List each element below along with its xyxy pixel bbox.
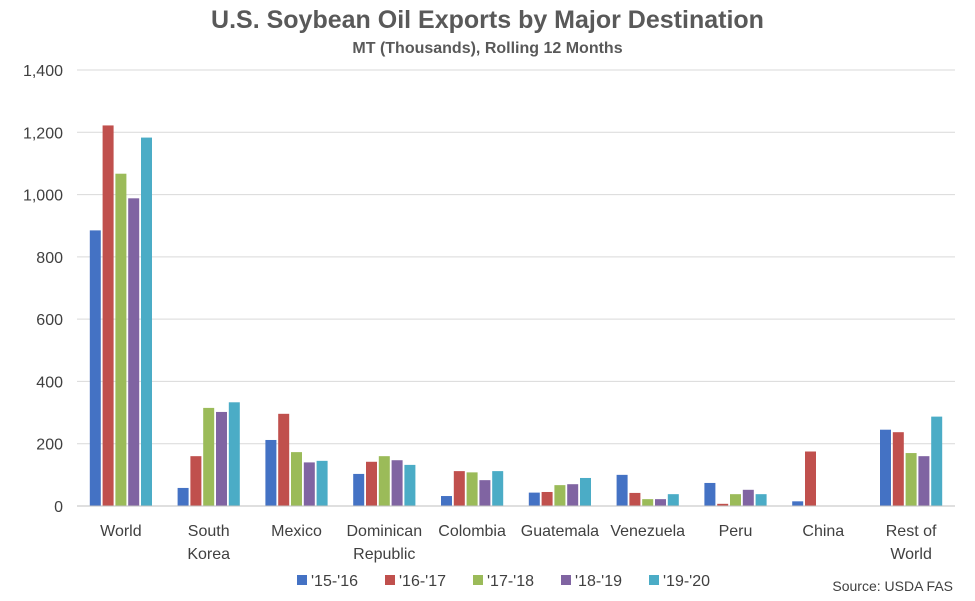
legend-label: '19-'20	[663, 573, 710, 590]
y-tick-label: 600	[36, 312, 63, 329]
x-tick-label: China	[802, 523, 844, 540]
legend-label: '17-'18	[487, 573, 534, 590]
bar	[892, 432, 904, 506]
bar	[931, 416, 943, 506]
bar	[353, 473, 365, 506]
x-tick-label: Dominican	[347, 523, 423, 540]
x-tick-label: Rest of	[886, 523, 937, 540]
bar	[492, 471, 504, 506]
bar	[453, 471, 465, 506]
legend-label: '16-'17	[399, 573, 446, 590]
legend-swatch	[473, 575, 483, 585]
y-tick-label: 1,000	[23, 188, 63, 205]
bar	[667, 494, 679, 506]
bar	[730, 494, 741, 506]
x-tick-label: Mexico	[271, 523, 322, 540]
bar	[303, 462, 315, 506]
x-tick-label: Peru	[719, 523, 753, 540]
x-tick-label: Venezuela	[610, 523, 685, 540]
bar	[792, 501, 804, 506]
bar	[880, 429, 891, 506]
y-tick-label: 400	[36, 374, 63, 391]
legend-swatch	[385, 575, 395, 585]
x-tick-label: Korea	[187, 546, 230, 563]
bar	[228, 402, 240, 506]
bar	[265, 439, 277, 506]
bar	[404, 464, 416, 506]
bar	[655, 499, 666, 506]
legend-label: '15-'16	[311, 573, 358, 590]
bar	[177, 487, 189, 506]
bar	[291, 452, 302, 506]
y-tick-label: 1,200	[23, 125, 63, 142]
legend-label: '18-'19	[575, 573, 622, 590]
bar	[466, 472, 478, 506]
bar	[216, 411, 227, 506]
legend-swatch	[649, 575, 659, 585]
bar	[567, 484, 579, 506]
chart-subtitle: MT (Thousands), Rolling 12 Months	[352, 40, 623, 57]
bar	[102, 125, 114, 506]
bar	[391, 460, 403, 506]
bar	[190, 456, 202, 506]
bar	[115, 173, 127, 506]
x-tick-label: World	[100, 523, 142, 540]
bar	[141, 137, 152, 506]
bar	[203, 407, 215, 506]
x-tick-label: World	[890, 546, 932, 563]
x-tick-label: Republic	[353, 546, 415, 563]
bar	[755, 494, 767, 506]
bar	[366, 461, 377, 506]
bar	[616, 474, 628, 506]
bar	[629, 492, 641, 506]
bar	[717, 503, 729, 506]
bar	[704, 482, 716, 506]
bar	[528, 492, 540, 506]
bar	[642, 499, 654, 506]
bar	[378, 456, 390, 506]
bar	[742, 489, 754, 506]
legend-swatch	[297, 575, 307, 585]
bar	[441, 496, 452, 506]
bar	[278, 413, 290, 506]
source-note: Source: USDA FAS	[832, 578, 953, 594]
bar	[805, 451, 816, 506]
bar	[580, 477, 591, 506]
chart-title: U.S. Soybean Oil Exports by Major Destin…	[211, 6, 764, 34]
x-tick-label: Colombia	[438, 523, 506, 540]
bar	[918, 456, 930, 506]
y-tick-label: 1,400	[23, 63, 63, 80]
bar	[554, 485, 566, 506]
legend-swatch	[561, 575, 571, 585]
bar	[128, 198, 140, 506]
x-tick-label: Guatemala	[521, 523, 599, 540]
bar	[541, 491, 553, 506]
y-tick-label: 800	[36, 250, 63, 267]
bar	[905, 453, 917, 506]
x-tick-label: South	[188, 523, 230, 540]
y-tick-label: 200	[36, 437, 63, 454]
y-tick-label: 0	[54, 499, 63, 516]
bar	[316, 460, 328, 506]
bar	[89, 230, 101, 506]
bar	[479, 480, 491, 506]
